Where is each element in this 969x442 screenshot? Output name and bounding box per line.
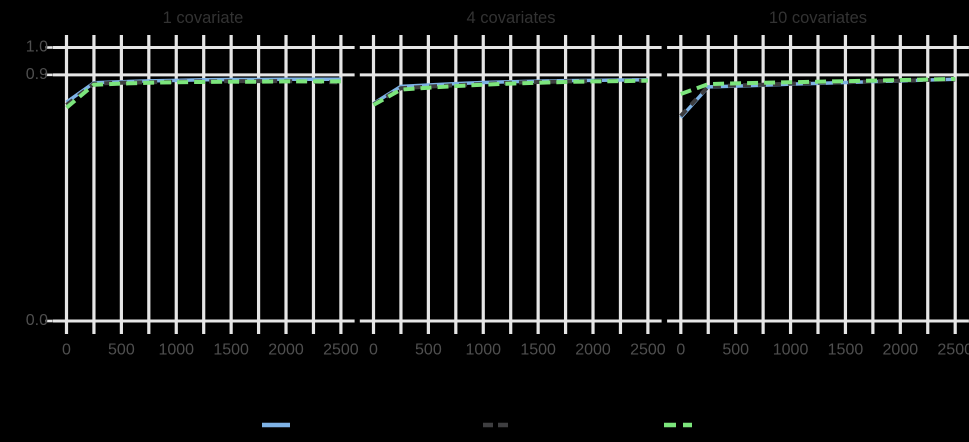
x-tick-label: 1000 [773, 342, 809, 359]
x-tick-label: 0 [62, 342, 71, 359]
x-tick-label: 0 [369, 342, 378, 359]
x-tick-label: 2500 [937, 342, 969, 359]
x-tick-label: 2000 [575, 342, 611, 359]
x-tick-label: 2500 [630, 342, 666, 359]
facet-title-1-covariate: 1 covariate [162, 9, 244, 27]
x-tick-label: 2000 [268, 342, 304, 359]
facet-title-4-covariates: 4 covariates [466, 9, 556, 27]
x-tick-label: 1000 [465, 342, 501, 359]
x-tick-label: 2000 [883, 342, 919, 359]
x-tick-label: 500 [108, 342, 135, 359]
x-tick-label: 0 [676, 342, 685, 359]
x-tick-label: 1500 [828, 342, 864, 359]
x-tick-label: 1000 [158, 342, 194, 359]
x-tick-label: 500 [415, 342, 442, 359]
facet-title-10-covariates: 10 covariates [768, 9, 868, 27]
x-tick-label: 1500 [213, 342, 249, 359]
y-tick-label: 0.0 [26, 312, 48, 329]
series-line-green-dashed [65, 79, 341, 110]
x-tick-label: 1500 [520, 342, 556, 359]
y-tick-label: 0.9 [26, 66, 48, 83]
series-line-green-dashed [680, 76, 956, 96]
x-tick-label: 2500 [323, 342, 359, 359]
y-tick-label: 1.0 [26, 39, 48, 56]
x-tick-label: 500 [722, 342, 749, 359]
series-line-green-dashed [372, 78, 648, 107]
